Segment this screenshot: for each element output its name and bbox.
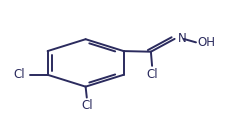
Text: Cl: Cl	[146, 68, 158, 81]
Text: Cl: Cl	[81, 99, 93, 113]
Text: OH: OH	[198, 36, 216, 49]
Text: Cl: Cl	[13, 68, 25, 81]
Text: N: N	[177, 32, 186, 45]
